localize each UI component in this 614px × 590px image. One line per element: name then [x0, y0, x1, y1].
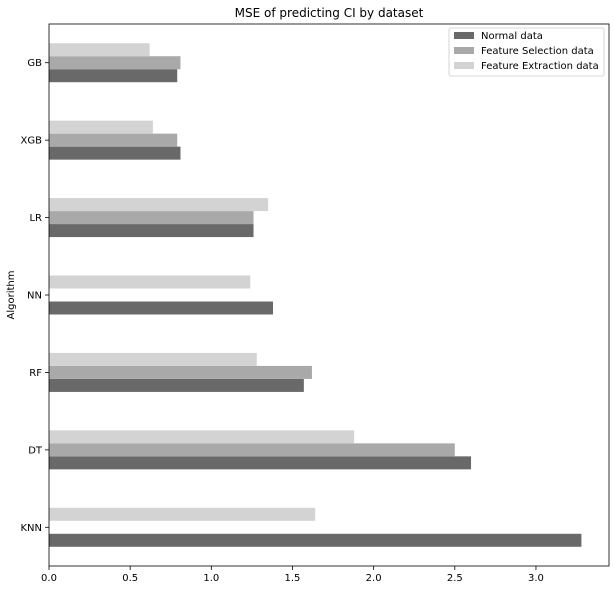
bars-group: [49, 43, 582, 547]
legend-label: Feature Selection data: [481, 46, 594, 57]
chart-title: MSE of predicting CI by dataset: [235, 6, 424, 20]
plot-frame: [48, 23, 610, 567]
bar-rf-series-3: [49, 352, 257, 366]
bar-lr-series-1: [49, 224, 254, 238]
x-tick-label: 1.5: [285, 573, 301, 584]
bar-dt-series-1: [49, 456, 472, 470]
x-tick-label: 0.5: [122, 573, 138, 584]
x-axis: 0.0 0.5 1.0 1.5 2.0 2.5 3.0: [41, 566, 544, 584]
legend-swatch: [454, 62, 474, 69]
bar-gb-series-2: [49, 56, 181, 70]
y-tick-label: DT: [28, 445, 43, 456]
x-tick-label: 1.0: [203, 573, 219, 584]
x-tick-label: 0.0: [41, 573, 57, 584]
y-tick-label: KNN: [20, 523, 42, 534]
y-axis-label: Algorithm: [6, 271, 17, 320]
legend: Normal data Feature Selection data Feature…: [448, 27, 605, 77]
bar-lr-series-2: [49, 211, 254, 225]
x-tick-label: 3.0: [528, 573, 544, 584]
legend-swatch: [454, 47, 474, 54]
y-tick-label: GB: [27, 58, 42, 69]
bar-xgb-series-1: [49, 146, 181, 160]
y-tick-label: NN: [27, 291, 42, 302]
y-tick-label: LR: [29, 213, 42, 224]
bar-dt-series-3: [49, 430, 355, 444]
legend-label: Feature Extraction data: [481, 61, 599, 72]
bar-xgb-series-2: [49, 133, 178, 147]
bar-nn-series-3: [49, 275, 251, 289]
y-tick-label: XGB: [21, 136, 43, 147]
y-axis: KNN DT RF NN LR XGB GB: [20, 58, 49, 534]
y-tick-label: RF: [29, 368, 42, 379]
bar-gb-series-3: [49, 43, 150, 57]
legend-box: [448, 27, 605, 77]
bar-knn-series-1: [49, 533, 582, 547]
bar-knn-series-3: [49, 507, 316, 521]
legend-swatch: [454, 32, 474, 39]
bar-xgb-series-3: [49, 120, 153, 134]
bar-rf-series-1: [49, 378, 304, 392]
x-tick-label: 2.5: [447, 573, 463, 584]
bar-lr-series-3: [49, 198, 269, 212]
legend-label: Normal data: [481, 31, 543, 42]
bar-nn-series-1: [49, 301, 273, 315]
bar-rf-series-2: [49, 365, 312, 379]
bar-dt-series-2: [49, 443, 455, 457]
bar-gb-series-1: [49, 69, 178, 83]
x-tick-label: 2.0: [366, 573, 382, 584]
